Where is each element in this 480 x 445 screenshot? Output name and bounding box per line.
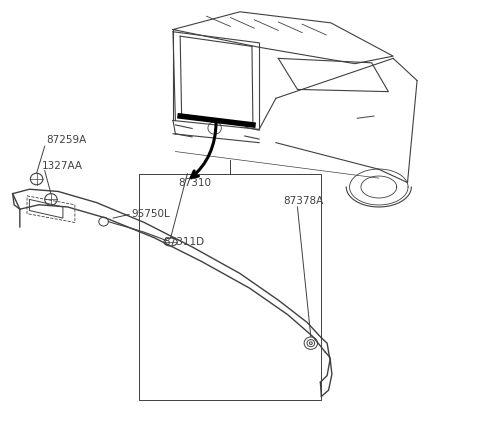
Text: 87311D: 87311D bbox=[163, 238, 204, 247]
Text: 95750L: 95750L bbox=[131, 209, 169, 218]
Text: 87259A: 87259A bbox=[46, 135, 86, 146]
Text: 87378A: 87378A bbox=[283, 196, 324, 206]
Text: 1327AA: 1327AA bbox=[41, 161, 83, 171]
Text: 87310: 87310 bbox=[178, 178, 211, 188]
